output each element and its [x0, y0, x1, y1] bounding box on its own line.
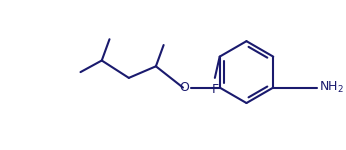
Text: NH$_2$: NH$_2$: [319, 80, 344, 95]
Text: O: O: [179, 81, 189, 94]
Text: F: F: [211, 83, 218, 96]
